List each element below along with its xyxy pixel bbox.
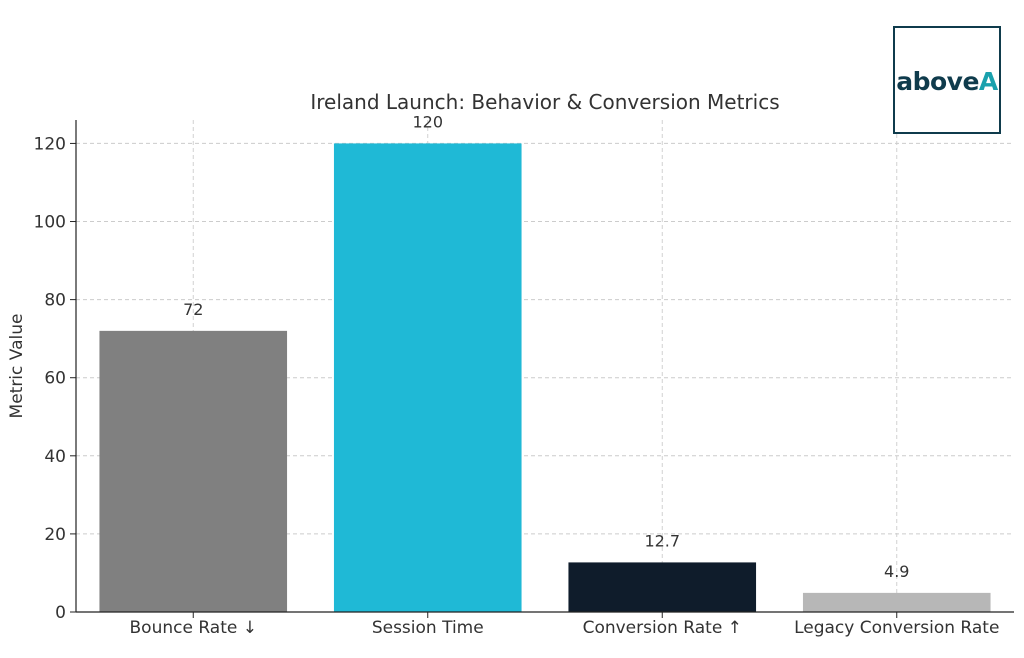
- y-tick-label: 0: [55, 603, 66, 623]
- y-axis-label: Metric Value: [7, 314, 27, 419]
- x-tick-label: Legacy Conversion Rate: [794, 618, 999, 638]
- logo-text: aboveA: [895, 67, 999, 97]
- y-tick-label: 120: [34, 134, 66, 154]
- brand-logo: aboveA: [893, 26, 1001, 134]
- bar: [568, 562, 757, 612]
- y-tick-label: 80: [44, 291, 66, 311]
- data-label: 12.7: [644, 531, 680, 550]
- y-tick-label: 40: [44, 447, 66, 467]
- y-tick-label: 60: [44, 369, 66, 389]
- x-tick-label: Bounce Rate ↓: [130, 618, 257, 638]
- bars: [99, 143, 991, 612]
- y-tick-label: 20: [44, 525, 66, 545]
- data-label: 120: [412, 112, 443, 131]
- logo-text-accent: A: [978, 67, 998, 96]
- bar: [333, 143, 522, 612]
- bar: [802, 592, 991, 612]
- labels: 0 20 40 60 80 100 120 Bounce Rate ↓ Session Time…: [7, 90, 999, 638]
- chart-title: Ireland Launch: Behavior & Conversion Me…: [310, 90, 779, 114]
- x-tick-label: Conversion Rate ↑: [583, 618, 742, 638]
- data-label: 4.9: [884, 562, 909, 581]
- data-label: 72: [183, 300, 203, 319]
- y-tick-label: 100: [34, 213, 66, 233]
- axes: [70, 120, 1014, 618]
- bar: [99, 330, 288, 612]
- x-tick-label: Session Time: [372, 618, 484, 638]
- logo-text-main: above: [896, 67, 979, 96]
